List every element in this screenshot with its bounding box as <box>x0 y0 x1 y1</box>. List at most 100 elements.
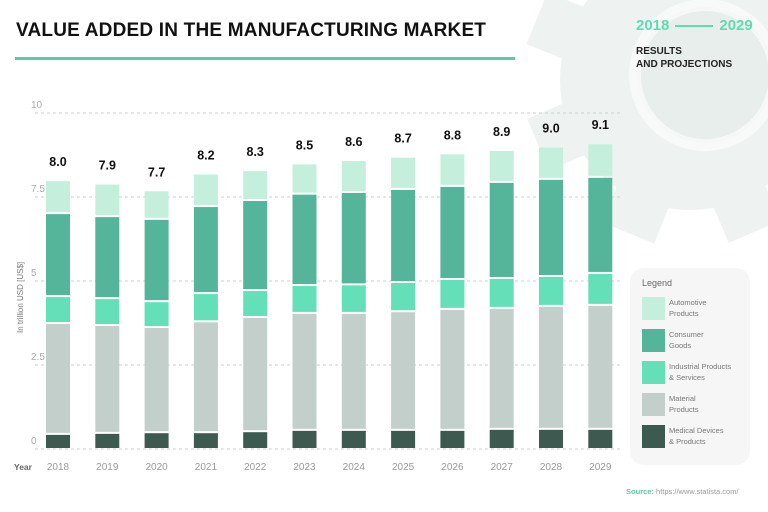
y-tick-label: 10 <box>31 100 43 111</box>
legend-label-line: Material <box>669 394 696 403</box>
x-tick-label: 2022 <box>244 462 267 473</box>
legend-label-line: Medical Devices <box>669 426 724 435</box>
bar-segment <box>539 147 563 178</box>
bar-segment <box>489 182 514 277</box>
bar-segment <box>46 434 70 448</box>
source: Source: https://www.statista.com/ <box>626 487 739 496</box>
bar-segment <box>391 189 416 282</box>
legend-label-line: Automotive <box>669 298 707 307</box>
bar-segment <box>489 278 514 307</box>
bar-segment <box>95 299 120 325</box>
legend-swatch <box>642 425 665 448</box>
bar-segment <box>341 430 366 448</box>
bar-segment <box>440 279 465 308</box>
subtitle-line: AND PROJECTIONS <box>636 59 733 70</box>
legend-swatch <box>642 361 665 384</box>
legend-swatch <box>642 329 665 352</box>
range-end: 2029 <box>719 17 753 34</box>
bar-segment <box>144 219 169 301</box>
bar-segment <box>588 429 613 448</box>
bar-segment <box>440 309 465 429</box>
subtitle: RESULTS AND PROJECTIONS <box>636 45 766 71</box>
bar-segment <box>341 313 366 429</box>
bar-total-label: 8.3 <box>247 145 264 159</box>
bar-segment <box>292 286 317 312</box>
bar-segment <box>440 430 465 448</box>
bar-total-label: 8.6 <box>345 135 362 149</box>
source-link[interactable]: https://www.statista.com/ <box>656 487 739 496</box>
bar-segment <box>243 291 268 316</box>
legend-item: Material Products <box>642 393 750 417</box>
legend-title: Legend <box>642 278 673 288</box>
legend-label-line: Goods <box>669 340 692 350</box>
bar-segment <box>539 276 563 305</box>
legend-label-line: Consumer <box>669 330 704 339</box>
bar-segment <box>95 217 120 298</box>
bar-segment <box>95 433 120 448</box>
page-title: VALUE ADDED IN THE MANUFACTURING MARKET <box>16 20 487 41</box>
bar-segment <box>539 306 563 428</box>
legend-label-line: Products <box>669 308 699 318</box>
bar-total-label: 9.0 <box>542 122 559 136</box>
bar-segment <box>588 273 613 304</box>
bar-segment <box>243 317 268 431</box>
bar-segment <box>46 297 70 322</box>
x-tick-label: 2020 <box>145 462 168 473</box>
x-tick-label: 2026 <box>441 462 464 473</box>
bar-segment <box>440 154 465 185</box>
x-tick-label: 2021 <box>195 462 218 473</box>
x-tick-label: 2027 <box>491 462 514 473</box>
bar-segment <box>588 305 613 428</box>
bar-segment <box>539 179 563 275</box>
bar-segment <box>489 429 514 448</box>
bar-segment <box>588 144 613 176</box>
legend-swatch <box>642 393 665 416</box>
bar-total-label: 9.1 <box>592 118 609 132</box>
bar-segment <box>144 433 169 448</box>
bar-segment <box>341 192 366 284</box>
bar-segment <box>588 177 613 272</box>
legend-label: Material Products <box>669 394 751 415</box>
bar-segment <box>144 328 169 432</box>
bar-segment <box>193 174 218 206</box>
bar-segment <box>144 302 169 327</box>
bar-segment <box>489 150 514 181</box>
bar-segment <box>46 324 70 433</box>
bar-segment <box>489 308 514 428</box>
y-axis-label: In trillion USD [US$] <box>16 262 25 333</box>
legend-label-line: Products <box>669 404 699 414</box>
bar-segment <box>341 285 366 312</box>
legend-item: Industrial Products & Services <box>642 361 750 385</box>
y-tick-label: 5 <box>31 268 37 279</box>
subtitle-line: RESULTS <box>636 46 682 57</box>
bar-total-label: 8.5 <box>296 138 313 152</box>
range-dash <box>675 25 714 28</box>
bar-total-label: 8.7 <box>394 132 411 146</box>
legend: Legend Automotive Products Consumer Goods In… <box>630 268 750 465</box>
bar-segment <box>341 161 366 191</box>
legend-label: Automotive Products <box>669 298 751 319</box>
legend-label: Medical Devices & Products <box>669 426 751 447</box>
source-label: Source: <box>626 487 654 496</box>
bar-segment <box>193 294 218 321</box>
bar-segment <box>144 191 169 218</box>
x-tick-label: 2019 <box>96 462 119 473</box>
legend-label: Consumer Goods <box>669 330 751 351</box>
bar-total-label: 8.8 <box>444 128 461 142</box>
legend-label: Industrial Products & Services <box>669 362 751 383</box>
bar-segment <box>243 171 268 200</box>
bar-total-label: 7.9 <box>99 159 116 173</box>
bar-segment <box>391 283 416 311</box>
bar-segment <box>391 312 416 429</box>
bar-segment <box>46 214 70 296</box>
bar-segment <box>95 184 120 216</box>
x-tick-label: 2023 <box>293 462 316 473</box>
legend-label-line: Industrial Products <box>669 362 732 371</box>
y-tick-label: 7.5 <box>31 184 45 195</box>
y-tick-label: 0 <box>31 436 37 447</box>
bar-segment <box>243 201 268 290</box>
legend-item: Medical Devices & Products <box>642 425 750 449</box>
bar-segment <box>292 164 317 193</box>
x-tick-label: 2025 <box>392 462 415 473</box>
